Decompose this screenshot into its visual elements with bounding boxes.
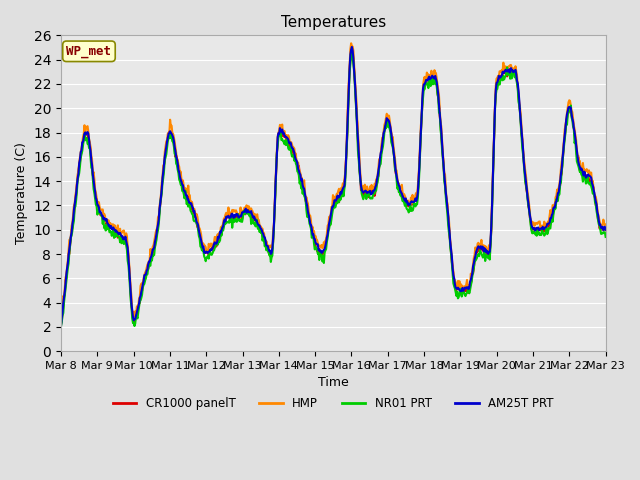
HMP (416, 143, 424, 148)
CR1000 panelT (348, 44, 356, 50)
CR1000 panelT (400, 198, 408, 204)
AM25T PRT (179, 182, 186, 188)
NR01 PRT (416, 151, 424, 156)
CR1000 panelT (207, 246, 215, 252)
HMP (207, 240, 215, 246)
AM25T PRT (400, 196, 408, 202)
Text: WP_met: WP_met (67, 45, 111, 58)
NR01 PRT (57, 324, 65, 329)
CR1000 panelT (416, 148, 424, 154)
HMP (348, 40, 355, 46)
AM25T PRT (602, 227, 609, 233)
HMP (602, 222, 609, 228)
HMP (57, 320, 65, 326)
AM25T PRT (416, 145, 424, 151)
CR1000 panelT (123, 240, 131, 246)
AM25T PRT (207, 247, 215, 253)
CR1000 panelT (57, 321, 65, 327)
CR1000 panelT (67, 236, 75, 241)
HMP (400, 191, 408, 197)
Line: CR1000 panelT: CR1000 panelT (61, 47, 605, 324)
Title: Temperatures: Temperatures (281, 15, 386, 30)
NR01 PRT (602, 234, 609, 240)
CR1000 panelT (179, 183, 186, 189)
HMP (179, 180, 186, 186)
Legend: CR1000 panelT, HMP, NR01 PRT, AM25T PRT: CR1000 panelT, HMP, NR01 PRT, AM25T PRT (108, 392, 559, 415)
HMP (123, 233, 131, 239)
HMP (67, 233, 75, 239)
NR01 PRT (207, 252, 215, 258)
NR01 PRT (179, 188, 186, 194)
AM25T PRT (57, 323, 65, 328)
AM25T PRT (123, 242, 131, 248)
AM25T PRT (67, 233, 75, 239)
NR01 PRT (67, 235, 75, 240)
Y-axis label: Temperature (C): Temperature (C) (15, 143, 28, 244)
X-axis label: Time: Time (318, 376, 349, 389)
Line: HMP: HMP (61, 43, 605, 323)
NR01 PRT (348, 49, 355, 55)
Line: NR01 PRT: NR01 PRT (61, 52, 605, 326)
AM25T PRT (348, 44, 356, 50)
CR1000 panelT (602, 227, 609, 233)
Line: AM25T PRT: AM25T PRT (61, 47, 605, 325)
NR01 PRT (400, 200, 408, 206)
NR01 PRT (123, 247, 131, 252)
